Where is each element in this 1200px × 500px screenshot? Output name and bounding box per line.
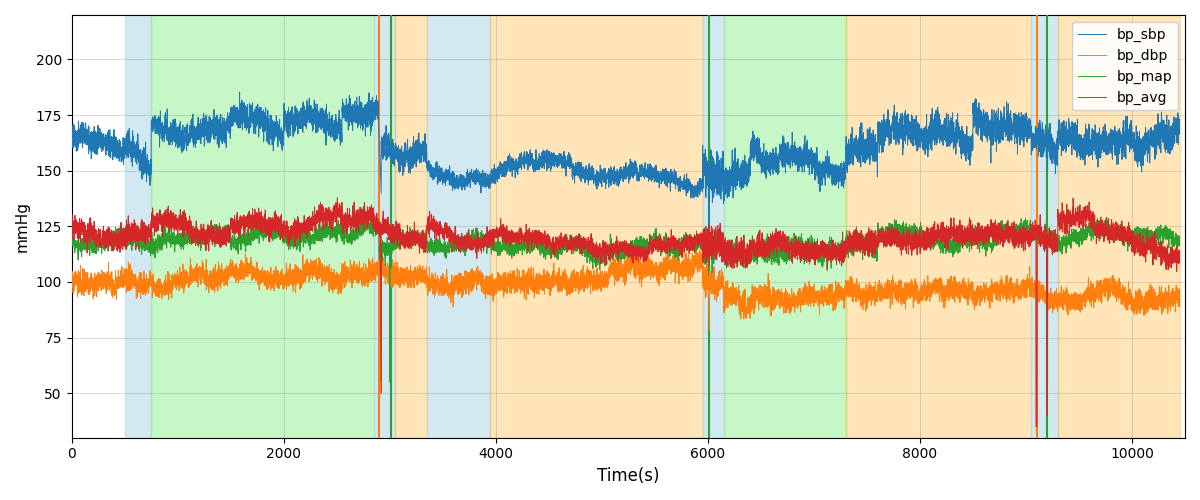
bp_map [1019,215,1033,221]
bp_avg [762,250,776,256]
bp_map [814,252,828,258]
bp_dbp [1172,299,1187,305]
bp_dbp [762,297,776,303]
Bar [724,15,846,438]
bp_sbp [702,224,716,230]
Bar [125,15,151,438]
X-axis label: Time(s): Time(s) [598,467,660,485]
bp_avg [266,224,281,230]
Line: bp_sbp: bp_sbp [72,92,1180,226]
bp_sbp [440,174,455,180]
bp_sbp [425,172,439,178]
bp_map [440,246,455,252]
bp_avg [1172,260,1187,266]
Line: bp_dbp: bp_dbp [72,246,1180,426]
bp_sbp [233,89,247,95]
bp_map [596,250,611,256]
Bar [702,15,724,438]
bp_sbp [65,122,79,128]
bp_avg [596,245,611,251]
bp_avg [1028,424,1043,430]
Bar [374,15,395,438]
Bar [395,15,427,438]
bp_dbp [596,278,611,284]
bp_map [266,228,281,234]
bp_dbp [1028,424,1043,430]
bp_dbp [440,288,455,294]
bp_dbp [65,276,79,281]
Bar [151,15,374,438]
bp_avg [814,238,828,244]
bp_avg [330,194,344,200]
Bar [846,15,1031,438]
bp_sbp [266,138,281,144]
bp_sbp [815,161,829,167]
bp_sbp [596,174,611,180]
Bar [1031,15,1057,438]
bp_dbp [814,292,828,298]
bp_map [1039,412,1054,418]
bp_sbp [762,154,776,160]
Legend: bp_sbp, bp_dbp, bp_map, bp_avg: bp_sbp, bp_dbp, bp_map, bp_avg [1073,22,1178,110]
Bar [427,15,491,438]
Line: bp_avg: bp_avg [72,198,1180,426]
Y-axis label: mmHg: mmHg [16,201,30,252]
bp_map [425,249,439,255]
Bar [1057,15,1180,438]
bp_sbp [1172,130,1187,136]
bp_map [1172,237,1187,243]
Line: bp_map: bp_map [72,218,1180,416]
bp_map [65,240,79,246]
bp_avg [65,223,79,229]
bp_dbp [266,271,281,277]
bp_dbp [689,244,703,250]
bp_avg [440,226,455,232]
Bar [491,15,702,438]
bp_dbp [425,284,439,290]
bp_map [762,244,776,250]
bp_avg [425,215,439,221]
